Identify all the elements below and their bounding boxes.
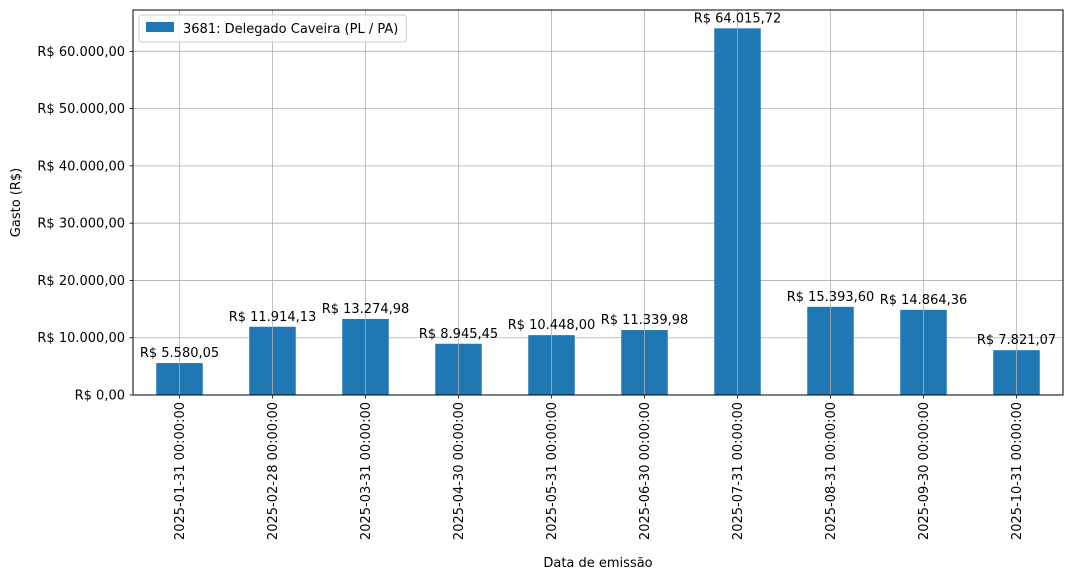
x-tick-label: 2025-08-31 00:00:00 xyxy=(824,402,839,540)
x-axis-label: Data de emissão xyxy=(543,556,652,571)
x-tick-label: 2025-02-28 00:00:00 xyxy=(266,402,281,540)
bar-value-label: R$ 64.015,72 xyxy=(694,11,782,26)
bar-value-label: R$ 10.448,00 xyxy=(508,318,596,333)
bars xyxy=(156,28,1040,396)
y-tick-label: R$ 10.000,00 xyxy=(37,331,125,346)
y-tick-label: R$ 20.000,00 xyxy=(37,274,125,289)
x-axis-ticks: 2025-01-31 00:00:00 2025-02-28 00:00:00 20… xyxy=(173,395,1025,540)
plot-frame xyxy=(132,9,1064,396)
x-tick-label: 2025-06-30 00:00:00 xyxy=(638,402,653,540)
bar-value-label: R$ 15.393,60 xyxy=(787,290,875,305)
y-tick-label: R$ 60.000,00 xyxy=(37,45,125,60)
y-axis-label: Gasto (R$) xyxy=(9,168,24,237)
x-tick-label: 2025-07-31 00:00:00 xyxy=(731,402,746,540)
x-tick-label: 2025-03-31 00:00:00 xyxy=(359,402,374,540)
bar-value-label: R$ 13.274,98 xyxy=(322,302,410,317)
bar-value-label: R$ 14.864,36 xyxy=(880,293,968,308)
y-tick-label: R$ 40.000,00 xyxy=(37,159,125,174)
bar-value-label: R$ 7.821,07 xyxy=(977,333,1056,348)
bar-value-label: R$ 11.914,13 xyxy=(229,310,317,325)
x-tick-label: 2025-01-31 00:00:00 xyxy=(173,402,188,540)
y-tick-label: R$ 50.000,00 xyxy=(37,102,125,117)
legend-swatch xyxy=(146,22,174,32)
x-tick-label: 2025-04-30 00:00:00 xyxy=(452,402,467,540)
x-tick-label: 2025-10-31 00:00:00 xyxy=(1010,402,1025,540)
bar-value-label: R$ 8.945,45 xyxy=(419,327,498,342)
legend: 3681: Delegado Caveira (PL / PA) xyxy=(138,14,407,43)
y-tick-label: R$ 0,00 xyxy=(75,389,125,404)
bar-value-label: R$ 5.580,05 xyxy=(140,346,219,361)
y-axis-ticks: R$ 0,00 R$ 10.000,00 R$ 20.000,00 R$ 30.000… xyxy=(37,45,133,404)
legend-box xyxy=(138,14,407,43)
bar-value-label: R$ 11.339,98 xyxy=(601,313,689,328)
data-labels: R$ 5.580,05 R$ 11.914,13 R$ 13.274,98 R$ 8.… xyxy=(140,11,1056,361)
x-tick-label: 2025-09-30 00:00:00 xyxy=(917,402,932,540)
legend-entry: 3681: Delegado Caveira (PL / PA) xyxy=(183,22,398,37)
x-tick-label: 2025-05-31 00:00:00 xyxy=(545,402,560,540)
vertical-grid-lines xyxy=(179,10,1017,395)
y-tick-label: R$ 30.000,00 xyxy=(37,217,125,232)
